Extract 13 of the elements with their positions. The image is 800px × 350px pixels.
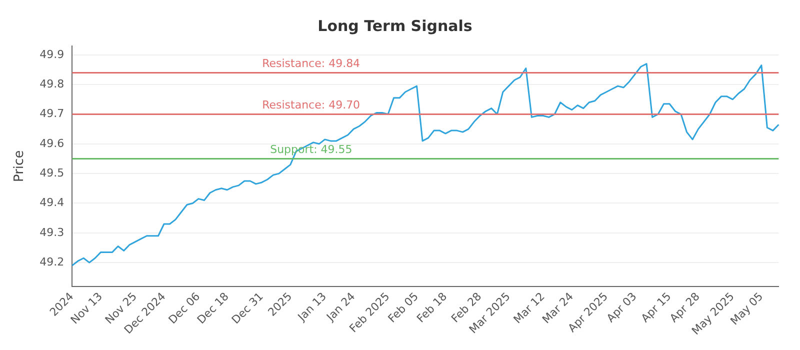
y-tick-label: 49.6 <box>40 136 64 150</box>
y-tick-label: 49.5 <box>40 166 64 180</box>
y-axis-title: Price <box>12 150 28 182</box>
ref-line-label: Resistance: 49.70 <box>262 98 360 112</box>
y-tick-label: 49.4 <box>40 196 64 210</box>
y-tick-label: 49.7 <box>40 107 64 120</box>
y-tick-label: 49.9 <box>40 48 64 61</box>
chart-title: Long Term Signals <box>318 16 472 35</box>
ref-line-label: Resistance: 49.84 <box>262 57 360 70</box>
y-tick-label: 49.8 <box>40 77 64 90</box>
x-tick-label: Dec 31 <box>229 290 266 327</box>
y-tick-label: 49.3 <box>40 226 64 239</box>
y-tick-label: 49.2 <box>40 255 64 268</box>
